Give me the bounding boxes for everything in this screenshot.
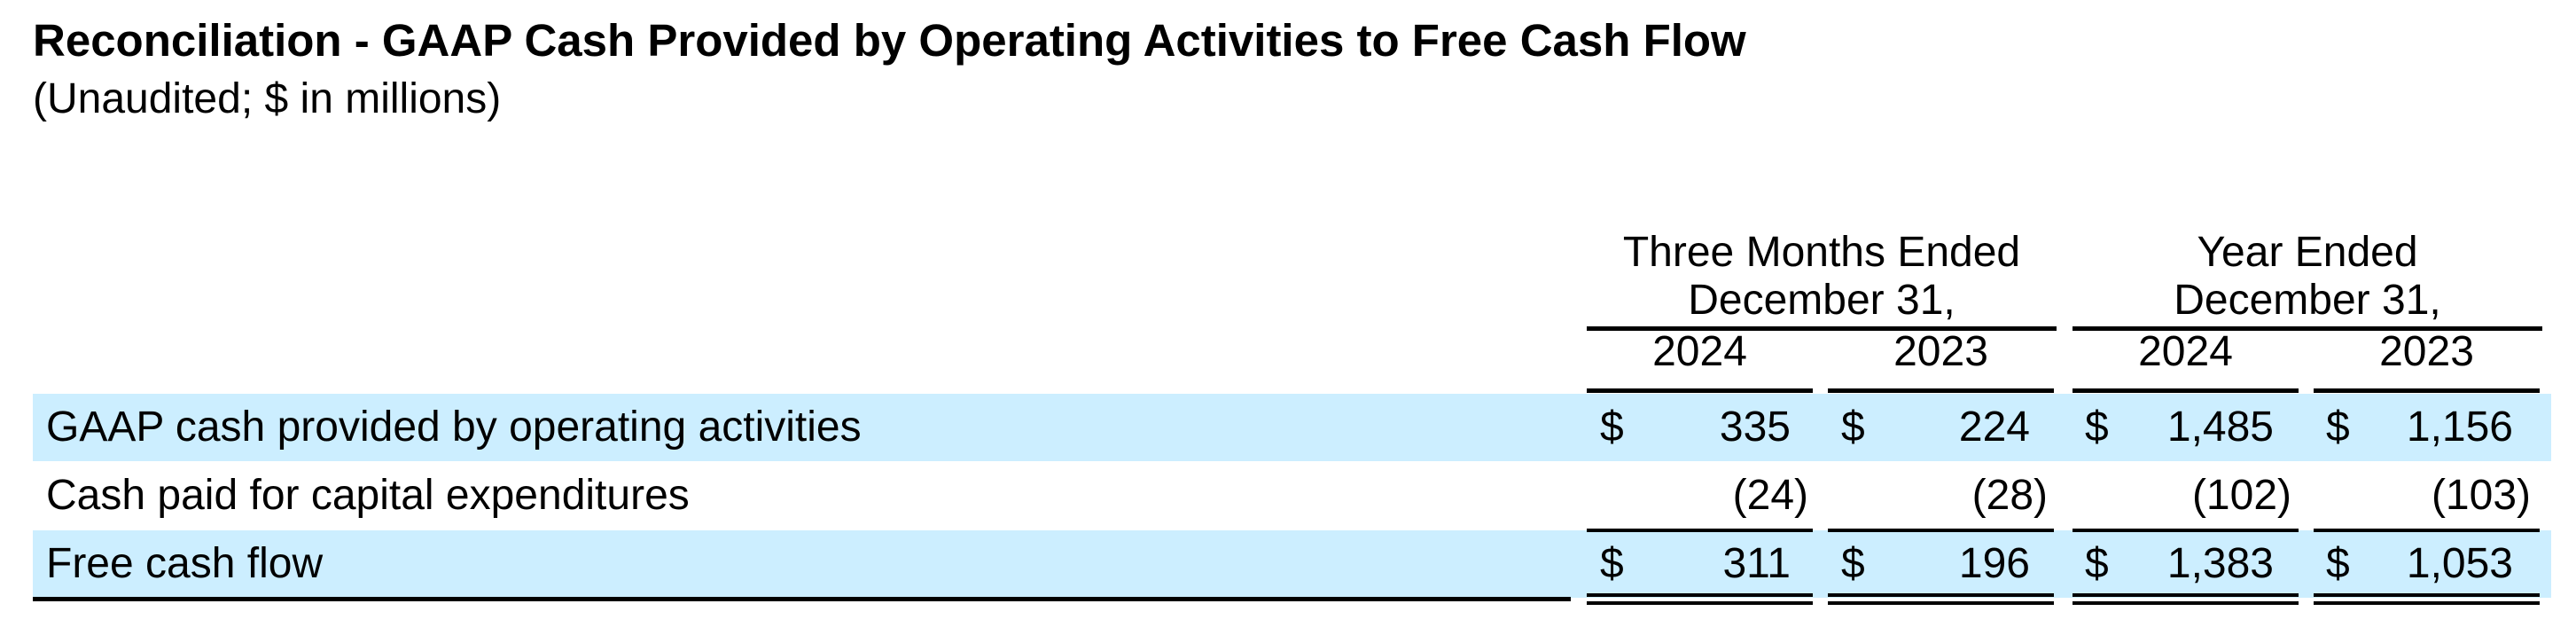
cell-value: 311	[1722, 540, 1791, 587]
year-header: 2023	[2379, 328, 2474, 375]
total-double-rule-top	[2314, 593, 2540, 597]
total-double-rule-bottom	[1828, 601, 2054, 605]
currency-symbol: $	[2326, 404, 2350, 451]
year-rule	[2314, 388, 2540, 393]
subtotal-rule	[2073, 529, 2299, 532]
currency-symbol: $	[1600, 540, 1624, 587]
year-header: 2024	[1652, 328, 1747, 375]
row-highlight	[33, 394, 2551, 461]
total-double-rule-top	[1828, 593, 2054, 597]
column-group-line1: Three Months Ended	[1622, 229, 2021, 276]
year-rule	[1587, 388, 1813, 393]
column-group-line2: December 31,	[1688, 277, 1955, 324]
row-label: GAAP cash provided by operating activiti…	[46, 404, 862, 451]
currency-symbol: $	[2085, 540, 2109, 587]
page-subtitle: (Unaudited; $ in millions)	[33, 75, 502, 122]
total-double-rule-bottom	[1587, 601, 1813, 605]
column-group-year: Year Ended December 31,	[2073, 229, 2542, 325]
subtotal-rule	[2314, 529, 2540, 532]
cell-value: (103)	[2431, 472, 2531, 519]
column-group-line2: December 31,	[2174, 277, 2441, 324]
total-double-rule-top	[1587, 593, 1813, 597]
year-rule	[2073, 388, 2299, 393]
year-rule	[1828, 388, 2054, 393]
cell-value: 1,053	[2406, 540, 2513, 587]
table-bottom-rule	[33, 597, 1571, 601]
year-header: 2024	[2138, 328, 2233, 375]
cell-value: 224	[1958, 404, 2030, 451]
cell-value: (24)	[1732, 472, 1808, 519]
currency-symbol: $	[1841, 540, 1865, 587]
total-double-rule-bottom	[2073, 601, 2299, 605]
cell-value: 1,156	[2406, 404, 2513, 451]
cell-value: 1,383	[2166, 540, 2274, 587]
subtotal-rule	[1587, 529, 1813, 532]
subtotal-rule	[1828, 529, 2054, 532]
column-group-line1: Year Ended	[2197, 229, 2418, 276]
cell-value: 1,485	[2166, 404, 2274, 451]
cell-value: 196	[1958, 540, 2030, 587]
total-double-rule-bottom	[2314, 601, 2540, 605]
cell-value: 335	[1719, 404, 1791, 451]
total-double-rule-top	[2073, 593, 2299, 597]
header-rule	[1587, 326, 2057, 331]
currency-symbol: $	[1841, 404, 1865, 451]
row-label: Cash paid for capital expenditures	[46, 472, 690, 519]
page-title: Reconciliation - GAAP Cash Provided by O…	[33, 15, 1746, 66]
year-header: 2023	[1893, 328, 1988, 375]
cell-value: (102)	[2191, 472, 2291, 519]
column-group-three-months: Three Months Ended December 31,	[1587, 229, 2057, 325]
cell-value: (28)	[1971, 472, 2048, 519]
header-rule	[2073, 326, 2542, 331]
row-label: Free cash flow	[46, 540, 324, 587]
currency-symbol: $	[2085, 404, 2109, 451]
row-highlight	[33, 530, 2551, 598]
currency-symbol: $	[1600, 404, 1624, 451]
currency-symbol: $	[2326, 540, 2350, 587]
